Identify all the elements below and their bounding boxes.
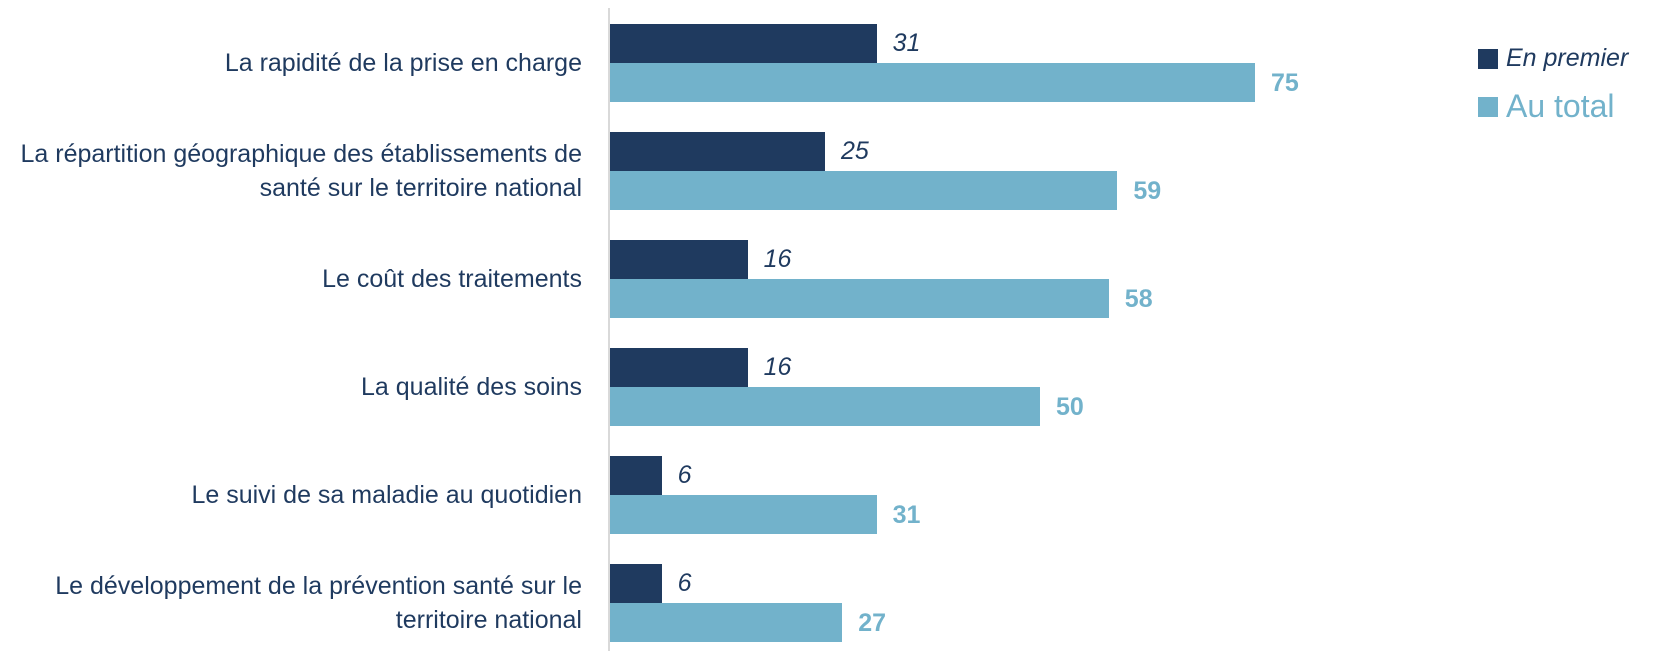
value-label: 75 — [1271, 68, 1299, 97]
bar — [610, 456, 662, 495]
bar — [610, 63, 1255, 102]
category-label: Le suivi de sa maladie au quotidien — [191, 481, 582, 509]
bar — [610, 132, 825, 171]
value-label: 16 — [763, 352, 792, 381]
bar — [610, 387, 1040, 426]
bar — [610, 495, 877, 534]
category-label: La qualité des soins — [361, 373, 582, 401]
category-label: Le développement de la prévention santé … — [55, 572, 582, 634]
axis-line — [608, 8, 610, 651]
category-label: La répartition géographique des établiss… — [20, 140, 583, 202]
bar — [610, 279, 1109, 318]
value-label: 31 — [892, 28, 921, 57]
value-label: 6 — [677, 568, 692, 597]
category-label: Le coût des traitements — [322, 265, 582, 293]
bar — [610, 348, 748, 387]
value-label: 16 — [763, 244, 792, 273]
bar — [610, 564, 662, 603]
value-label: 50 — [1056, 392, 1084, 421]
bar — [610, 171, 1118, 210]
value-label: 58 — [1124, 284, 1153, 313]
bar — [610, 603, 843, 642]
bar — [610, 240, 748, 279]
legend-swatch — [1478, 48, 1498, 69]
value-label: 31 — [892, 500, 921, 529]
value-label: 27 — [858, 608, 886, 637]
value-label: 6 — [677, 460, 692, 489]
legend-swatch — [1478, 96, 1498, 117]
legend-item: En premier — [1478, 44, 1628, 73]
category-label: La rapidité de la prise en charge — [224, 49, 582, 77]
value-label: 25 — [841, 136, 869, 165]
bar — [610, 24, 877, 63]
legend-label: En premier — [1506, 44, 1629, 72]
legend-item: Au total — [1478, 88, 1615, 125]
value-label: 59 — [1133, 176, 1162, 205]
legend-label: Au total — [1506, 88, 1615, 124]
